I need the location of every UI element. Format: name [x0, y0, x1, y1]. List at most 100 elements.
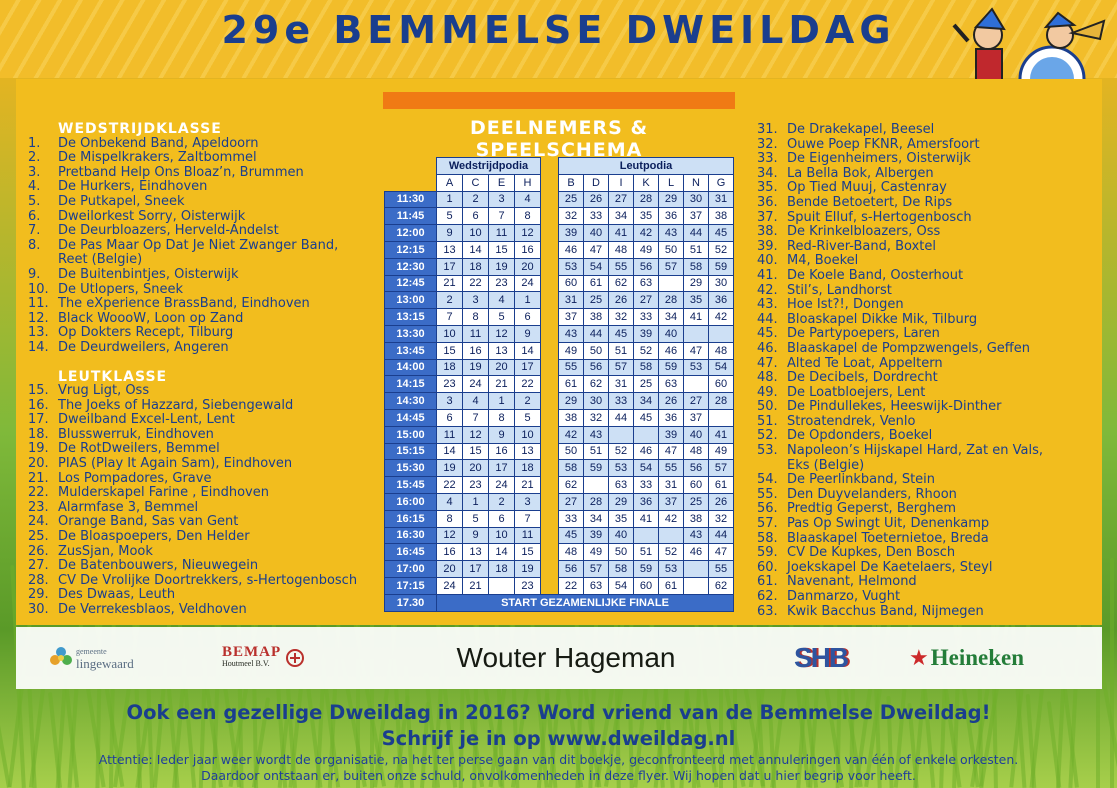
list-item: 1. De Onbekend Band, Apeldoorn: [16, 136, 388, 152]
list-item-name: ZusSjan, Mook: [58, 543, 153, 559]
table-cell: 47: [683, 341, 709, 360]
table-cell: 35: [633, 207, 659, 226]
list-item-name: Stil’s, Landhorst: [787, 282, 892, 298]
list-item: 40. M4, Boekel: [745, 254, 1105, 269]
list-item-name: Den Duyvelanders, Rhoon: [787, 486, 957, 502]
table-cell: 42: [633, 224, 659, 242]
list-item-number: 33.: [757, 151, 778, 167]
table-cell: 16: [436, 543, 463, 562]
spacer-cell: [541, 292, 559, 309]
spacer-cell: [541, 325, 559, 342]
list-item-number: 28.: [28, 572, 49, 588]
list-item: 49. De Loatbloejers, Lent: [745, 384, 1105, 401]
table-cell: 48: [558, 543, 584, 562]
sponsor-lingewaard-small: gemeente: [76, 647, 107, 656]
table-cell: 36: [633, 492, 659, 511]
spacer-cell: [541, 275, 559, 292]
table-cell: 32: [608, 308, 634, 326]
list-item-name: De Loatbloejers, Lent: [787, 384, 926, 400]
time-cell: 15:00: [384, 425, 437, 444]
list-item: 35. Op Tied Muuj, Castenray: [745, 181, 1105, 196]
table-cell: 5: [462, 509, 489, 528]
column-header: K: [633, 173, 659, 192]
spacer-cell: [541, 309, 559, 326]
spacer-cell: [541, 477, 559, 494]
table-cell: 34: [608, 207, 634, 226]
list-item-number: 18.: [28, 426, 49, 442]
table-cell: 63: [608, 476, 634, 494]
list-item-number: 6.: [28, 208, 41, 224]
table-cell: 59: [708, 257, 734, 276]
table-cell: 9: [436, 224, 463, 242]
time-cell: 13:00: [384, 291, 437, 310]
table-cell: 57: [583, 560, 609, 578]
table-cell: 7: [462, 408, 489, 427]
list-item-name: De Buitenbintjes, Oisterwijk: [58, 266, 239, 282]
table-cell: 24: [436, 576, 463, 595]
list-item: 37. Spuit Elluf, s-Hertogenbosch: [745, 210, 1105, 226]
table-cell: 33: [633, 476, 659, 494]
list-item-name: De Drakekapel, Beesel: [787, 122, 935, 137]
list-item-name: De Opdonders, Boekel: [787, 428, 933, 444]
table-cell: 55: [558, 358, 584, 377]
table-cell: 4: [514, 190, 541, 209]
column-header: G: [708, 173, 734, 192]
table-cell: 21: [488, 375, 515, 394]
sponsor-heineken-name: Heineken: [930, 645, 1025, 670]
table-cell: 7: [488, 207, 515, 226]
table-cell: 12: [436, 526, 463, 545]
table-cell: 2: [514, 392, 541, 410]
list-item: 63. Kwik Bacchus Band, Nijmegen: [745, 604, 1105, 620]
table-cell: 46: [658, 341, 684, 360]
list-item-name: De Deurbloazers, Herveld-Andelst: [58, 223, 279, 239]
table-cell: 63: [583, 576, 609, 595]
table-cell: 41: [608, 224, 634, 242]
table-cell: 19: [488, 257, 515, 276]
list-item-number: 23.: [28, 499, 49, 515]
table-cell: 29: [658, 190, 684, 209]
list-item-number: [745, 459, 787, 474]
spacer-cell: [541, 510, 559, 527]
table-cell: 20: [488, 358, 515, 377]
table-cell: 60: [683, 476, 709, 494]
sponsor-heineken: ★ Heineken: [909, 635, 1079, 681]
list-item: 59. CV De Kupkes, Den Bosch: [745, 546, 1105, 561]
table-cell: 39: [583, 526, 609, 545]
list-item: 22. Mulderskapel Farine , Eindhoven: [16, 486, 388, 501]
table-cell: 48: [708, 341, 734, 360]
table-cell: 56: [683, 459, 709, 478]
table-cell: 40: [683, 425, 709, 444]
table-cell: 54: [708, 358, 734, 377]
spacer-cell: [541, 158, 559, 175]
list-item: 61. Navenant, Helmond: [745, 575, 1105, 590]
table-cell: 6: [488, 509, 515, 528]
table-cell: 16: [488, 442, 515, 461]
table-row: 16:00 4 1 2 3 27 28 29 36 37 25 26: [384, 492, 734, 511]
table-cell: 17: [514, 358, 541, 377]
table-cell: 14: [514, 341, 541, 360]
table-cell: 8: [488, 408, 515, 427]
table-cell: 58: [608, 560, 634, 578]
list-item-number: 13.: [28, 325, 49, 341]
spacer-cell: [541, 577, 559, 594]
list-item-name: De Partypoepers, Laren: [787, 326, 940, 342]
list-item-name: Des Dwaas, Leuth: [58, 587, 176, 603]
table-cell: 2: [488, 492, 515, 511]
table-cell: 27: [558, 492, 584, 511]
list-item-name: The Joeks of Hazzard, Siebengewald: [58, 397, 294, 413]
list-item-name: Navenant, Helmond: [787, 574, 917, 590]
list-item-number: 26.: [28, 543, 49, 559]
list-item: 11. The eXperience BrassBand, Eindhoven: [16, 297, 388, 312]
table-cell: 42: [708, 308, 734, 326]
table-cell: 47: [658, 442, 684, 461]
table-cell: 17: [462, 560, 489, 578]
footer-notice-line1: Attentie: Ieder jaar weer wordt de organ…: [98, 752, 1019, 767]
spacer-cell: [541, 460, 559, 477]
table-cell: 54: [608, 576, 634, 595]
time-cell: 15:30: [384, 459, 437, 478]
table-cell: 38: [708, 207, 734, 226]
table-cell: 49: [558, 341, 584, 360]
list-item: 32. Ouwe Poep FKNR, Amersfoort: [745, 137, 1105, 153]
table-cell: 62: [558, 476, 584, 494]
list-item-name: Napoleon’s Hijskapel Hard, Zat en Vals,: [787, 443, 1043, 459]
